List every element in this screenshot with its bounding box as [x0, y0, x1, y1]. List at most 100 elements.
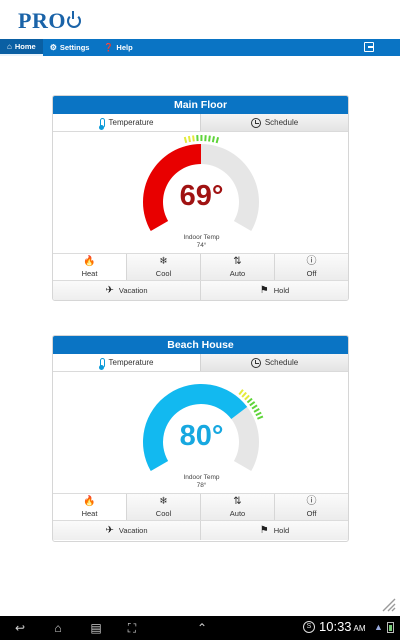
mode-cool[interactable]: ❄ Cool	[126, 494, 200, 520]
card-tabs: Temperature Schedule	[53, 114, 348, 132]
dial-tick	[238, 389, 244, 396]
wifi-icon: ▲	[374, 622, 383, 632]
system-bar: ↩ ⌂ ▤ ⛶ ⌃ S 10:33 AM ▲	[0, 616, 400, 640]
hold-label: Hold	[273, 286, 290, 295]
hold-button[interactable]: ⚑ Hold	[200, 521, 348, 540]
thermometer-icon	[99, 357, 105, 370]
mode-auto-label: Auto	[229, 268, 246, 278]
snowflake-icon: ❄	[159, 255, 168, 267]
dial-tick	[253, 408, 260, 413]
app-header: PRO	[0, 0, 400, 39]
flame-icon: 🔥	[83, 255, 96, 267]
nav-help-label: Help	[116, 43, 133, 52]
flame-icon: 🔥	[83, 495, 96, 507]
setpoint-value: 80°	[179, 420, 224, 452]
thermostat-name: Main Floor	[53, 96, 348, 114]
home-icon: ⌂	[7, 41, 12, 51]
indoor-temp-label: Indoor Temp	[183, 234, 220, 241]
nav-help[interactable]: ❓ Help	[96, 39, 139, 56]
indoor-temp-value: 74°	[196, 242, 207, 249]
temperature-dial[interactable]: 69° Indoor Temp 74°	[53, 132, 348, 253]
nav-settings-label: Settings	[59, 43, 90, 52]
thermostat-card-main-floor: Main Floor Temperature Schedule 69° Indo…	[52, 95, 349, 301]
mode-off-label: Off	[306, 508, 317, 518]
power-logo-icon	[66, 11, 81, 28]
vacation-button[interactable]: ✈ Vacation	[53, 281, 200, 300]
mode-auto-label: Auto	[229, 508, 246, 518]
nav-home[interactable]: ⌂ Home	[0, 39, 43, 56]
thermostat-card-beach-house: Beach House Temperature Schedule 80° Ind…	[52, 335, 349, 542]
gear-icon: ⚙	[49, 42, 57, 52]
nav-settings[interactable]: ⚙ Settings	[43, 39, 97, 56]
airplane-icon: ✈	[105, 525, 114, 536]
action-bar: ✈ Vacation ⚑ Hold	[53, 280, 348, 300]
mode-cool-label: Cool	[155, 268, 172, 278]
hold-button[interactable]: ⚑ Hold	[200, 281, 348, 300]
dial-tick	[241, 391, 247, 398]
mode-auto[interactable]: ⇅ Auto	[200, 254, 274, 280]
recent-apps-button[interactable]: ▤	[90, 621, 102, 635]
tab-schedule-label: Schedule	[264, 118, 299, 127]
snowflake-icon: ❄	[159, 495, 168, 507]
clock-ampm: AM	[353, 624, 366, 633]
clock-icon	[250, 117, 261, 128]
dial-tick	[215, 136, 220, 144]
mode-off-label: Off	[306, 268, 317, 278]
dial-tick	[187, 135, 191, 143]
dial-graphic[interactable]	[53, 372, 349, 493]
menu-up-button[interactable]: ⌃	[196, 621, 208, 635]
thermometer-icon	[99, 117, 105, 130]
mode-heat-label: Heat	[81, 508, 98, 518]
hold-label: Hold	[273, 526, 290, 535]
dial-tick	[208, 135, 211, 142]
indoor-temp-label: Indoor Temp	[183, 474, 220, 481]
auto-arrows-icon: ⇅	[233, 255, 242, 267]
dial-tick	[244, 394, 250, 401]
mode-off[interactable]: ⓘ Off	[274, 494, 348, 520]
thermostat-name: Beach House	[53, 336, 348, 354]
mode-cool-label: Cool	[155, 508, 172, 518]
top-nav: ⌂ Home ⚙ Settings ❓ Help	[0, 39, 400, 56]
tab-temperature[interactable]: Temperature	[53, 354, 200, 371]
system-clock: 10:33 AM	[319, 619, 366, 634]
dial-graphic[interactable]	[53, 132, 349, 253]
vacation-label: Vacation	[118, 286, 148, 295]
back-button[interactable]: ↩	[14, 621, 26, 635]
indoor-temp-value: 78°	[196, 482, 207, 489]
tab-temperature-label: Temperature	[108, 118, 154, 127]
mode-selector: 🔥 Heat ❄ Cool ⇅ Auto ⓘ Off	[53, 493, 348, 520]
dial-tick	[255, 411, 262, 417]
mode-heat[interactable]: 🔥 Heat	[53, 494, 126, 520]
vacation-button[interactable]: ✈ Vacation	[53, 521, 200, 540]
card-tabs: Temperature Schedule	[53, 354, 348, 372]
logout-icon[interactable]	[364, 42, 374, 52]
dial-fill	[143, 144, 201, 231]
nav-home-label: Home	[14, 42, 36, 51]
power-icon: ⓘ	[306, 255, 317, 267]
dial-tick	[183, 136, 188, 144]
tab-temperature-label: Temperature	[108, 358, 154, 367]
mode-auto[interactable]: ⇅ Auto	[200, 494, 274, 520]
home-button[interactable]: ⌂	[54, 621, 62, 635]
tab-schedule[interactable]: Schedule	[200, 114, 348, 131]
screenshot-button[interactable]: ⛶	[127, 621, 137, 635]
mode-heat[interactable]: 🔥 Heat	[53, 254, 126, 280]
temperature-dial[interactable]: 80° Indoor Temp 78°	[53, 372, 348, 493]
mode-cool[interactable]: ❄ Cool	[126, 254, 200, 280]
dial-fill	[143, 384, 248, 471]
dial-tick	[211, 136, 215, 143]
hold-runner-icon: ⚑	[259, 525, 269, 536]
airplane-icon: ✈	[105, 285, 114, 296]
action-bar: ✈ Vacation ⚑ Hold	[53, 520, 348, 540]
tab-temperature[interactable]: Temperature	[53, 114, 200, 131]
notification-badge-icon: S	[303, 621, 315, 633]
vacation-label: Vacation	[118, 526, 148, 535]
setpoint-value: 69°	[179, 180, 224, 212]
dial-tick	[251, 404, 258, 410]
help-icon: ❓	[103, 42, 114, 52]
brand-logo: PRO	[18, 8, 81, 34]
logo-text: PRO	[18, 8, 66, 33]
hold-runner-icon: ⚑	[259, 285, 269, 296]
mode-off[interactable]: ⓘ Off	[274, 254, 348, 280]
tab-schedule[interactable]: Schedule	[200, 354, 348, 371]
